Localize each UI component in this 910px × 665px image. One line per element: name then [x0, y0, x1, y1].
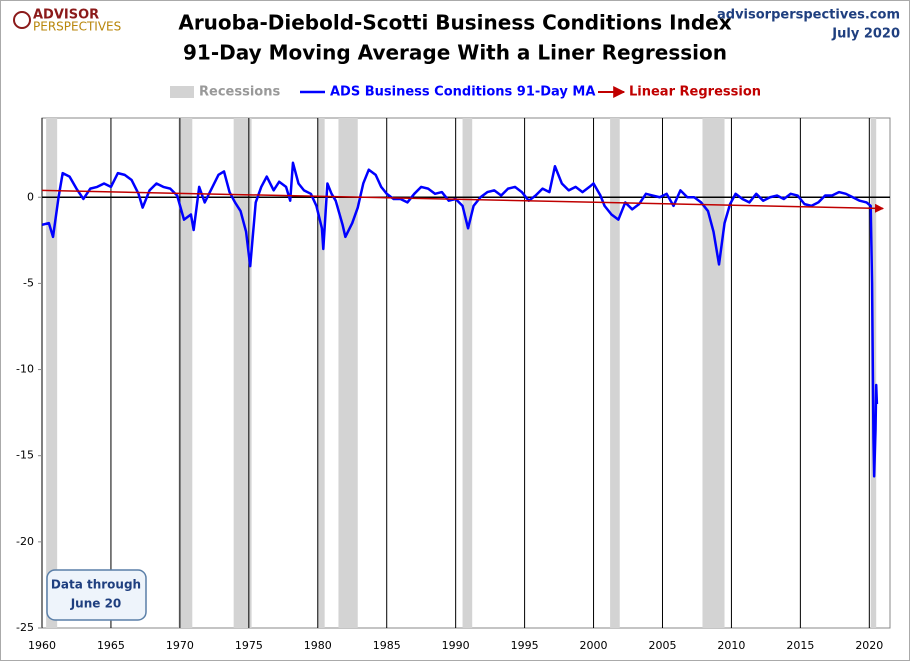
y-tick-label: -5 — [23, 276, 34, 289]
x-tick-label: 1965 — [97, 639, 125, 652]
legend-label: Recessions — [199, 85, 280, 100]
x-tick-label: 1995 — [511, 639, 539, 652]
annotation: June 20 — [70, 597, 122, 611]
x-tick-label: 2020 — [855, 639, 883, 652]
recession-band — [46, 118, 58, 628]
y-tick-label: -15 — [16, 449, 34, 462]
logo-text: ADVISOR — [33, 8, 99, 23]
recession-band — [702, 118, 725, 628]
chart-subtitle: 91-Day Moving Average With a Liner Regre… — [183, 41, 727, 65]
recession-band — [338, 118, 358, 628]
annotation: Data through — [51, 578, 141, 592]
recession-band — [462, 118, 473, 628]
date: July 2020 — [831, 27, 900, 42]
x-tick-label: 2000 — [580, 639, 608, 652]
y-tick-label: -25 — [16, 621, 34, 634]
x-tick-label: 1960 — [28, 639, 56, 652]
recession-band — [178, 118, 193, 628]
logo-icon — [13, 11, 31, 29]
plot: 1960 1965 1970 1975 1980 1985 1990 1995 2000 2005… — [16, 117, 891, 652]
legend-label: ADS Business Conditions 91-Day MA — [330, 85, 595, 100]
y-tick-label: -20 — [16, 535, 34, 548]
regression-line — [41, 189, 885, 213]
x-tick-label: 1975 — [235, 639, 263, 652]
legend-label: Linear Regression — [629, 85, 761, 100]
recession-band — [317, 118, 325, 628]
recession-band — [610, 118, 620, 628]
y-tick-label: -10 — [16, 363, 34, 376]
x-tick-label: 2015 — [786, 639, 814, 652]
x-tick-label: 1970 — [166, 639, 194, 652]
x-tick-label: 1990 — [442, 639, 470, 652]
x-tick-label: 2010 — [717, 639, 745, 652]
x-tick-label: 2005 — [648, 639, 676, 652]
legend-swatch — [170, 86, 194, 98]
annotation-box — [46, 569, 147, 621]
chart-title: Aruoba-Diebold-Scotti Business Condition… — [178, 11, 731, 35]
y-tick-label: 0 — [27, 190, 34, 203]
logo-text: PERSPECTIVES — [33, 20, 121, 34]
source: advisorperspectives.com — [717, 8, 900, 23]
x-tick-label: 1980 — [304, 639, 332, 652]
x-tick-label: 1985 — [373, 639, 401, 652]
